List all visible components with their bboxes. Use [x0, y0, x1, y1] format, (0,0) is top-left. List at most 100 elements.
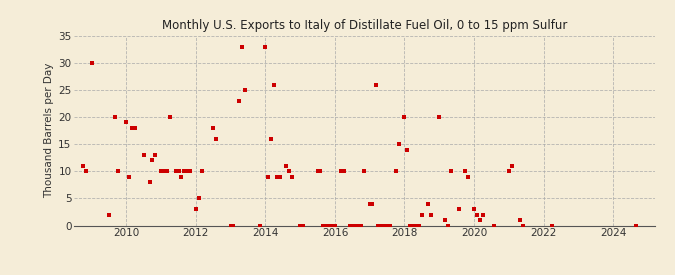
Point — [425, 213, 436, 217]
Point — [228, 223, 239, 228]
Point — [147, 158, 158, 163]
Point — [367, 202, 378, 206]
Point — [364, 202, 375, 206]
Point — [405, 223, 416, 228]
Point — [103, 213, 114, 217]
Point — [358, 169, 369, 174]
Point — [266, 137, 277, 141]
Point — [475, 218, 485, 222]
Point — [506, 164, 517, 168]
Point — [515, 218, 526, 222]
Point — [109, 115, 120, 119]
Point — [410, 223, 421, 228]
Point — [275, 175, 286, 179]
Point — [144, 180, 155, 184]
Point — [327, 223, 338, 228]
Point — [373, 223, 384, 228]
Point — [138, 153, 149, 157]
Point — [127, 126, 138, 130]
Point — [121, 120, 132, 125]
Point — [184, 169, 195, 174]
Point — [190, 207, 201, 211]
Point — [434, 115, 445, 119]
Point — [335, 169, 346, 174]
Point — [193, 196, 204, 200]
Point — [196, 169, 207, 174]
Point — [379, 223, 389, 228]
Point — [547, 223, 558, 228]
Point — [295, 223, 306, 228]
Point — [350, 223, 360, 228]
Point — [211, 137, 221, 141]
Point — [414, 223, 425, 228]
Point — [460, 169, 470, 174]
Point — [385, 223, 396, 228]
Point — [439, 218, 450, 222]
Point — [161, 169, 172, 174]
Point — [443, 223, 454, 228]
Point — [462, 175, 473, 179]
Point — [112, 169, 123, 174]
Point — [353, 223, 364, 228]
Point — [284, 169, 294, 174]
Point — [240, 88, 250, 92]
Point — [518, 223, 529, 228]
Point — [124, 175, 134, 179]
Point — [78, 164, 88, 168]
Point — [390, 169, 401, 174]
Point — [254, 223, 265, 228]
Point — [489, 223, 500, 228]
Point — [260, 44, 271, 49]
Point — [165, 115, 176, 119]
Point — [446, 169, 456, 174]
Point — [329, 223, 340, 228]
Point — [318, 223, 329, 228]
Point — [234, 99, 245, 103]
Point — [176, 175, 187, 179]
Point — [408, 223, 418, 228]
Point — [399, 115, 410, 119]
Point — [471, 213, 482, 217]
Point — [271, 175, 282, 179]
Point — [263, 175, 273, 179]
Point — [356, 223, 367, 228]
Point — [344, 223, 355, 228]
Point — [298, 223, 308, 228]
Point — [182, 169, 192, 174]
Point — [170, 169, 181, 174]
Point — [150, 153, 161, 157]
Point — [347, 223, 358, 228]
Point — [159, 169, 169, 174]
Point — [381, 223, 392, 228]
Point — [315, 169, 326, 174]
Point — [477, 213, 488, 217]
Point — [504, 169, 514, 174]
Point — [376, 223, 387, 228]
Point — [312, 169, 323, 174]
Title: Monthly U.S. Exports to Italy of Distillate Fuel Oil, 0 to 15 ppm Sulfur: Monthly U.S. Exports to Italy of Distill… — [162, 19, 567, 32]
Point — [338, 169, 349, 174]
Point — [323, 223, 334, 228]
Point — [286, 175, 297, 179]
Point — [454, 207, 465, 211]
Point — [280, 164, 291, 168]
Point — [402, 147, 412, 152]
Point — [225, 223, 236, 228]
Point — [80, 169, 91, 174]
Point — [393, 142, 404, 146]
Point — [173, 169, 184, 174]
Point — [156, 169, 167, 174]
Point — [423, 202, 433, 206]
Point — [86, 61, 97, 65]
Point — [321, 223, 331, 228]
Point — [468, 207, 479, 211]
Y-axis label: Thousand Barrels per Day: Thousand Barrels per Day — [44, 63, 54, 198]
Point — [208, 126, 219, 130]
Point — [179, 169, 190, 174]
Point — [130, 126, 140, 130]
Point — [237, 44, 248, 49]
Point — [370, 82, 381, 87]
Point — [416, 213, 427, 217]
Point — [631, 223, 642, 228]
Point — [269, 82, 279, 87]
